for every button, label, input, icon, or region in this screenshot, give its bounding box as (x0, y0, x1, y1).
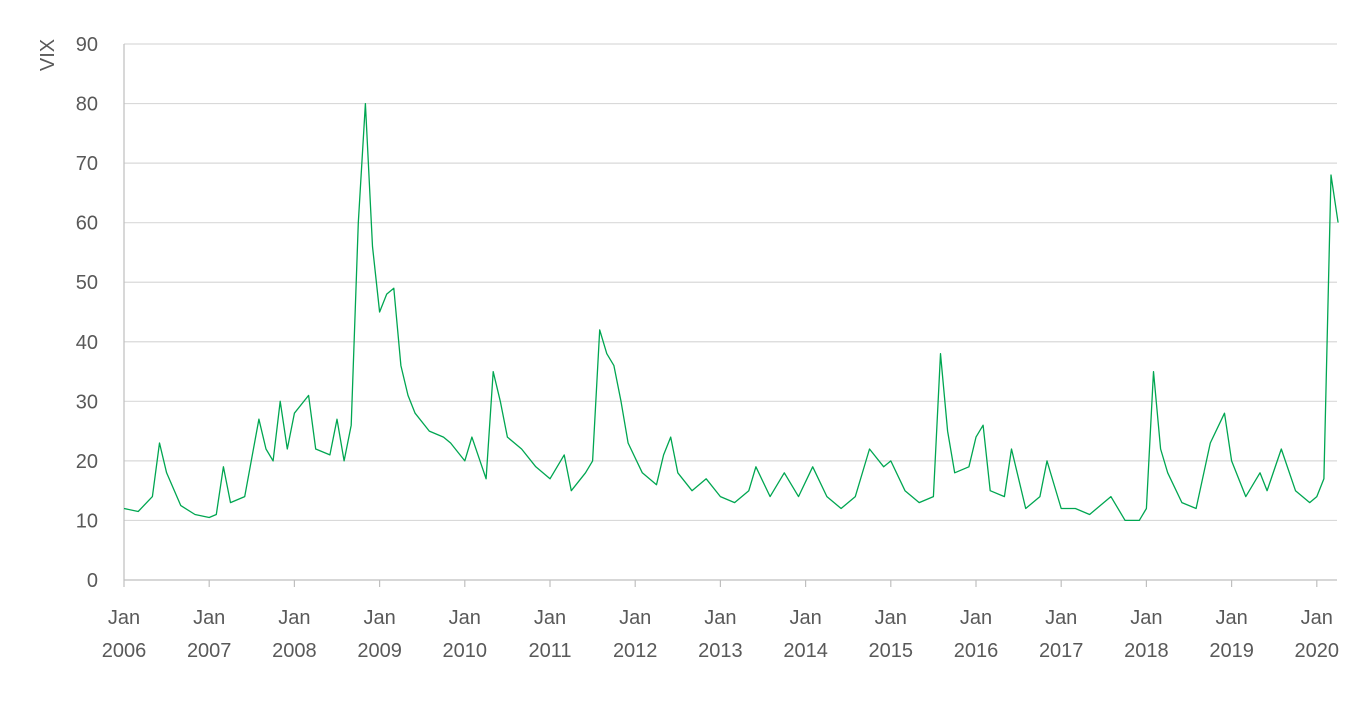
gridlines (124, 43, 1337, 522)
x-tick-label-month: Jan (278, 607, 310, 629)
x-tick-label-month: Jan (363, 607, 395, 629)
x-tick-label-year: 2014 (783, 640, 828, 662)
y-tick-label: 80 (76, 94, 98, 116)
x-tick-label-year: 2012 (613, 640, 658, 662)
x-tick-label-month: Jan (449, 607, 481, 629)
x-tick-label-year: 2007 (187, 640, 232, 662)
y-tick-label: 10 (76, 510, 98, 532)
x-tick-label-month: Jan (960, 607, 992, 629)
x-tick-label-month: Jan (193, 607, 225, 629)
x-tick-label-year: 2009 (357, 640, 402, 662)
x-tick-label-year: 2006 (102, 640, 147, 662)
y-tick-label: 40 (76, 332, 98, 354)
y-tick-label: 90 (76, 34, 98, 56)
x-tick-label-month: Jan (534, 607, 566, 629)
x-tick-label-year: 2019 (1209, 640, 1254, 662)
x-axis: Jan 2006 Jan 2007 Jan 2008 Jan 2009 Jan 2010 Jan 20… (102, 44, 1339, 662)
x-tick-label-year: 2018 (1124, 640, 1169, 662)
y-tick-label: 0 (87, 570, 98, 592)
x-tick-label-month: Jan (619, 607, 651, 629)
x-tick-label-month: Jan (1215, 607, 1247, 629)
series-layer (123, 102, 1339, 522)
vix-series-line (123, 102, 1339, 522)
x-tick-label-year: 2016 (954, 640, 999, 662)
x-tick-label-month: Jan (704, 607, 736, 629)
y-tick-label: 70 (76, 153, 98, 175)
x-tick-label-month: Jan (789, 607, 821, 629)
x-tick-label-year: 2015 (869, 640, 914, 662)
x-tick-label-month: Jan (1045, 607, 1077, 629)
y-tick-label: 60 (76, 213, 98, 235)
x-tick-label-year: 2013 (698, 640, 743, 662)
y-tick-label: 50 (76, 272, 98, 294)
x-tick-label-month: Jan (875, 607, 907, 629)
x-tick-label-year: 2017 (1039, 640, 1084, 662)
x-tick-label-year: 2020 (1295, 640, 1340, 662)
y-axis-title: VIX (37, 39, 59, 71)
y-tick-label: 20 (76, 451, 98, 473)
x-tick-label-month: Jan (1301, 607, 1333, 629)
x-tick-label-month: Jan (108, 607, 140, 629)
x-tick-label-year: 2011 (528, 640, 571, 662)
x-tick-label-month: Jan (1130, 607, 1162, 629)
x-tick-label-year: 2010 (443, 640, 488, 662)
y-tick-label: 30 (76, 391, 98, 413)
y-axis-tick-labels: 0 10 20 30 40 50 60 70 80 90 (76, 34, 98, 592)
x-tick-label-year: 2008 (272, 640, 317, 662)
